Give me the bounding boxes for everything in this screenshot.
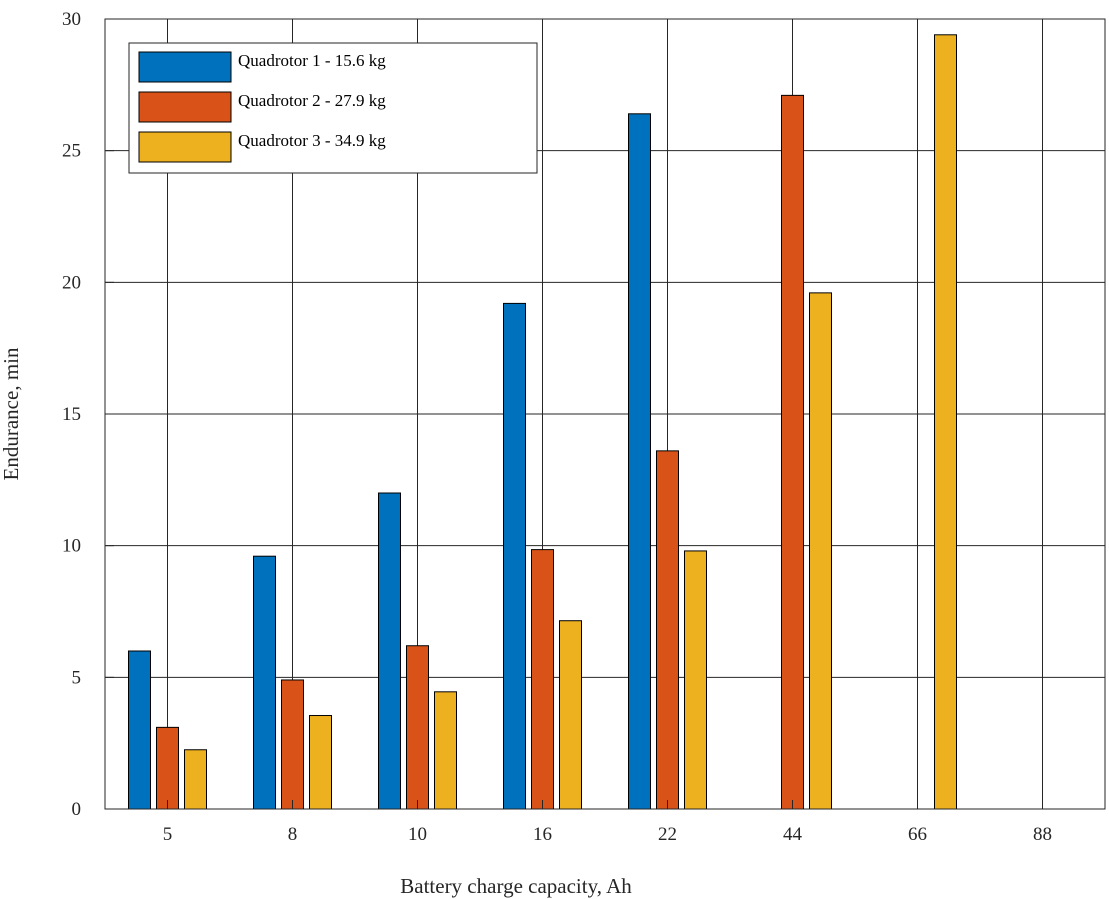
y-tick-label: 10 — [62, 536, 81, 557]
bar — [934, 34, 957, 810]
bar — [281, 679, 304, 810]
x-tick-label: 88 — [1033, 824, 1052, 845]
bar — [434, 691, 457, 810]
x-tick-label: 8 — [288, 824, 298, 845]
y-tick-label: 15 — [62, 404, 81, 425]
bar — [781, 94, 804, 810]
bar — [253, 555, 276, 810]
y-tick-label: 25 — [62, 141, 81, 162]
x-tick-label: 10 — [408, 824, 427, 845]
y-tick-label: 5 — [72, 667, 82, 688]
y-tick-label: 20 — [62, 272, 81, 293]
legend-label: Quadrotor 1 - 15.6 kg — [238, 51, 386, 70]
y-axis-ticks: 0 5 10 15 20 25 30 — [62, 9, 114, 820]
bar — [656, 450, 679, 810]
bar — [503, 302, 526, 810]
x-tick-label: 22 — [658, 824, 677, 845]
legend-label: Quadrotor 3 - 34.9 kg — [238, 131, 386, 150]
legend-swatch — [138, 51, 232, 83]
legend-swatch — [138, 91, 232, 123]
bar — [184, 749, 207, 810]
bar — [628, 113, 651, 810]
x-tick-label: 44 — [783, 824, 803, 845]
y-tick-label: 0 — [72, 799, 82, 820]
x-tick-label: 66 — [908, 824, 927, 845]
bar — [531, 549, 554, 810]
bar — [809, 292, 832, 810]
bar — [684, 550, 707, 810]
legend-swatch — [138, 131, 232, 163]
bar — [378, 492, 401, 810]
legend-label: Quadrotor 2 - 27.9 kg — [238, 91, 386, 110]
bar — [156, 726, 179, 810]
legend-items: Quadrotor 1 - 15.6 kg Quadrotor 2 - 27.9 … — [138, 51, 386, 163]
bar — [128, 650, 151, 810]
x-tick-label: 5 — [163, 824, 173, 845]
y-tick-label: 30 — [62, 9, 81, 30]
y-axis-title: Endurance, min — [0, 347, 23, 480]
bar — [559, 620, 582, 810]
legend: Quadrotor 1 - 15.6 kg Quadrotor 2 - 27.9 … — [128, 42, 538, 174]
x-tick-label: 16 — [533, 824, 552, 845]
x-axis-ticks: 5 8 10 16 22 44 66 88 — [163, 800, 1052, 845]
bar — [309, 715, 332, 810]
x-axis-title: Battery charge capacity, Ah — [400, 874, 632, 898]
bar — [406, 645, 429, 810]
bars — [128, 34, 957, 810]
